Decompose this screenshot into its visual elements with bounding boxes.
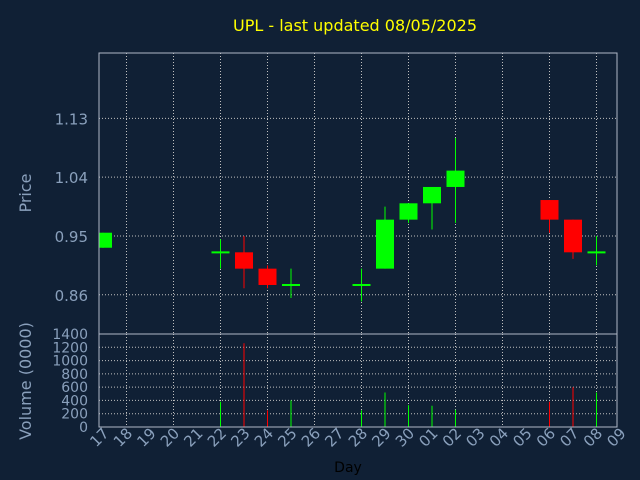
candle-body xyxy=(258,268,277,285)
volume-y-tick-label: 0 xyxy=(79,420,88,436)
x-tick-labels: 1718192021222324252627282930010203040506… xyxy=(86,424,629,450)
volume-bars xyxy=(220,343,597,427)
candle-body xyxy=(423,186,441,204)
candle-body xyxy=(564,219,582,253)
volume-y-tick-label: 600 xyxy=(61,380,88,396)
candle-body xyxy=(399,203,418,220)
candle-body xyxy=(99,232,112,248)
volume-plot-frame xyxy=(98,333,618,428)
volume-y-tick-label: 400 xyxy=(61,393,88,409)
price-candles xyxy=(99,137,606,302)
candle-body xyxy=(540,200,559,220)
volume-y-tick-label: 800 xyxy=(61,367,88,383)
volume-grid xyxy=(99,334,617,427)
price-axis-label: Price xyxy=(16,173,35,212)
price-y-tick-labels: 0.86 0.95 1.04 1.13 xyxy=(55,110,88,304)
candle-body xyxy=(376,219,394,269)
price-y-tick-label: 0.95 xyxy=(55,228,88,246)
volume-y-tick-label: 1400 xyxy=(52,327,88,343)
volume-y-tick-label: 1200 xyxy=(52,340,88,356)
candle-group xyxy=(99,137,606,302)
chart-title: UPL - last updated 08/05/2025 xyxy=(233,16,477,35)
price-y-tick-label: 0.86 xyxy=(55,287,88,305)
x-axis-label: Day xyxy=(334,460,362,476)
candle-body xyxy=(235,252,253,269)
volume-y-tick-label: 200 xyxy=(61,407,88,423)
volume-axis-label: Volume (0000) xyxy=(16,322,35,440)
price-y-tick-label: 1.13 xyxy=(55,110,88,128)
candle-body xyxy=(446,170,465,187)
price-y-tick-label: 1.04 xyxy=(55,169,88,187)
volume-y-tick-label: 1000 xyxy=(52,354,88,370)
